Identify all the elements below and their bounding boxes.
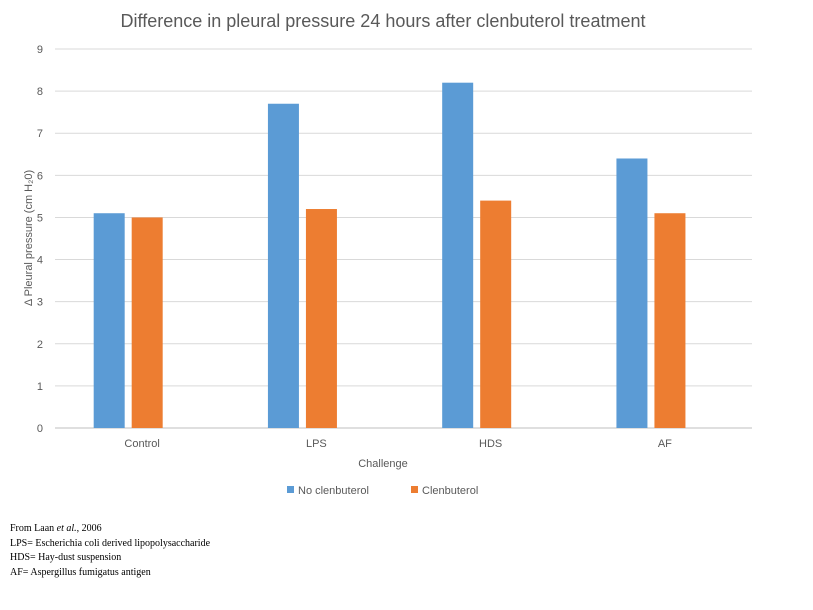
- legend-swatch: [287, 486, 294, 493]
- source-et-al: et al.: [56, 523, 77, 534]
- y-axis-label: Δ Pleural pressure (cm H₂0): [23, 170, 35, 306]
- note-hds: HDS= Hay-dust suspension: [10, 552, 122, 563]
- y-tick-label: 6: [37, 170, 43, 182]
- y-tick-label: 0: [37, 423, 43, 435]
- x-tick-label: Control: [124, 438, 159, 450]
- y-tick-label: 8: [37, 86, 43, 98]
- y-tick-label: 3: [37, 297, 43, 309]
- source-prefix: From Laan: [10, 523, 57, 534]
- bar-hds-no-clenbuterol: [442, 82, 474, 428]
- source-suffix: , 2006: [76, 523, 102, 534]
- gridlines: [55, 48, 752, 429]
- y-tick-label: 2: [37, 339, 43, 351]
- legend: No clenbuterol Clenbuterol: [287, 485, 478, 497]
- bars: [93, 82, 686, 428]
- source-note: From Laan et al., 2006: [10, 522, 210, 537]
- bar-lps-no-clenbuterol: [267, 103, 299, 428]
- y-axis-ticks: 0 1 2 3 4 5 6 7 8 9: [37, 44, 43, 435]
- bar-af-clenbuterol: [654, 213, 686, 428]
- y-tick-label: 1: [37, 381, 43, 393]
- x-tick-label: AF: [658, 438, 672, 450]
- y-tick-label: 4: [37, 255, 43, 267]
- footnotes: From Laan et al., 2006 LPS= Escherichia …: [10, 522, 210, 580]
- x-tick-label: HDS: [479, 438, 502, 450]
- legend-swatch: [411, 486, 418, 493]
- x-axis-ticks: Control LPS HDS AF: [124, 438, 672, 450]
- legend-label: Clenbuterol: [422, 485, 478, 497]
- y-tick-label: 7: [37, 128, 43, 140]
- bar-chart: Difference in pleural pressure 24 hours …: [23, 11, 752, 497]
- bar-lps-clenbuterol: [305, 209, 337, 428]
- bar-af-no-clenbuterol: [616, 158, 648, 428]
- legend-label: No clenbuterol: [298, 485, 369, 497]
- x-axis-label: Challenge: [358, 458, 408, 470]
- chart-title: Difference in pleural pressure 24 hours …: [121, 11, 646, 31]
- bar-control-no-clenbuterol: [93, 213, 125, 428]
- bar-hds-clenbuterol: [480, 200, 512, 428]
- bar-control-clenbuterol: [131, 217, 163, 428]
- x-tick-label: LPS: [306, 438, 327, 450]
- note-lps: LPS= Escherichia coli derived lipopolysa…: [10, 537, 211, 549]
- note-af: AF= Aspergillus fumigatus antigen: [10, 566, 151, 578]
- y-tick-label: 9: [37, 44, 43, 56]
- y-tick-label: 5: [37, 212, 43, 224]
